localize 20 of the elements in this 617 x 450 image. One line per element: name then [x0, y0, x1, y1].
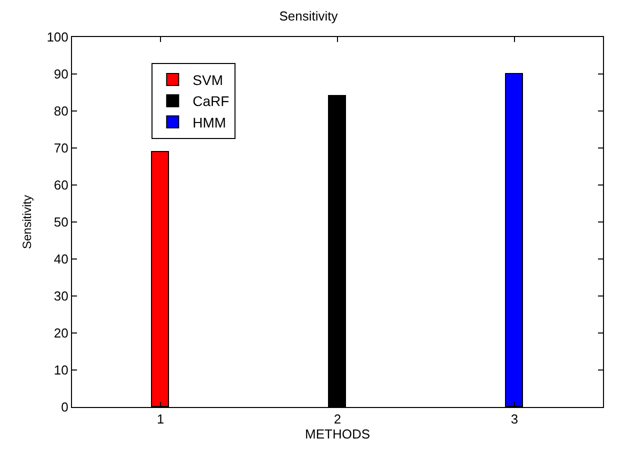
legend-label: SVM [192, 72, 223, 88]
y-tick-label: 0 [61, 400, 68, 415]
x-tick-label: 2 [334, 412, 342, 427]
x-axis-title: METHODS [305, 426, 370, 442]
y-tick-label: 30 [54, 288, 68, 304]
y-tick-label: 40 [54, 252, 68, 267]
legend-label: CaRF [192, 93, 230, 110]
y-tick-label: 50 [54, 214, 68, 230]
y-tick-label: 100 [46, 30, 68, 45]
y-tick-label: 70 [54, 140, 68, 156]
y-tick-label: 80 [54, 104, 68, 119]
chart-title: Sensitivity [279, 8, 338, 24]
x-tick-label: 3 [510, 412, 518, 427]
x-tick-label: 1 [156, 412, 164, 427]
y-tick-label: 10 [54, 362, 68, 378]
y-tick-label: 60 [54, 178, 68, 193]
y-tick-label: 20 [54, 326, 68, 341]
y-axis-title: Sensitivity [20, 194, 34, 250]
legend-label: HMM [192, 114, 226, 130]
y-tick-label: 90 [54, 66, 68, 82]
